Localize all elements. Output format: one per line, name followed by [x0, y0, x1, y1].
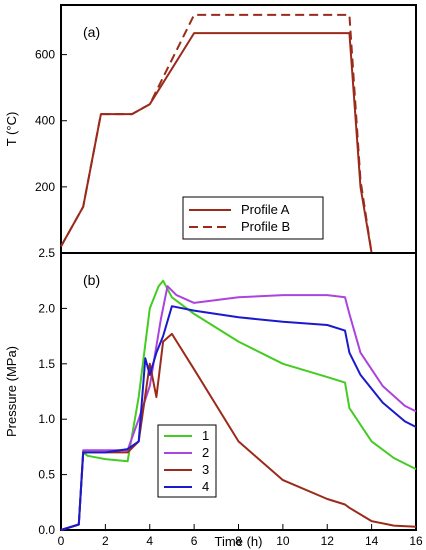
panel-b-x-tick-label: 14 — [365, 534, 379, 548]
panel-a-label: (a) — [83, 24, 100, 40]
panel-b-label: (b) — [83, 272, 100, 288]
panel-b-x-tick-label: 4 — [146, 534, 153, 548]
panel-b-x-tick-label: 6 — [191, 534, 198, 548]
panel-b-y-tick-label: 0.0 — [38, 523, 55, 537]
panel-b: (b) Pressure (MPa) Time (h) 0.0 0.5 1.0 1.5… — [4, 246, 423, 549]
panel-b-x-tick-label: 0 — [58, 534, 65, 548]
panel-a-y-tick-label: 200 — [35, 180, 55, 194]
panel-b-x-tick-label: 8 — [235, 534, 242, 548]
panel-b-legend: 1 2 3 4 — [157, 424, 217, 498]
panel-b-frame — [60, 252, 417, 531]
panel-b-legend-label: 1 — [202, 428, 209, 443]
panel-b-legend-label: 3 — [202, 462, 209, 477]
panel-a-y-tick-label: 400 — [35, 114, 55, 128]
panel-a-legend: Profile A Profile B — [182, 196, 324, 240]
panel-b-x-tick-label: 2 — [102, 534, 109, 548]
panel-b-series-line-4 — [60, 305, 417, 531]
panel-b-series-line-3 — [60, 332, 417, 531]
panel-b-legend-label: 4 — [202, 479, 209, 494]
panel-a-y-tick-label: 600 — [35, 48, 55, 62]
panel-b-y-tick-label: 2.0 — [38, 301, 55, 315]
panel-a-legend-label: Profile A — [241, 202, 290, 217]
panel-a-series — [60, 13, 373, 254]
panel-b-y-tick-label: 1.5 — [38, 357, 55, 371]
panel-b-series-line-2 — [60, 285, 417, 531]
panel-a-legend-box — [182, 196, 324, 240]
panel-b-x-tick-label: 12 — [321, 534, 335, 548]
panel-a-series-line-2 — [60, 13, 373, 254]
panel-b-series — [60, 279, 417, 531]
panel-b-y-tick-label: 0.5 — [38, 468, 55, 482]
panel-b-legend-label: 2 — [202, 445, 209, 460]
panel-b-x-tick-label: 10 — [276, 534, 290, 548]
panel-b-x-axis-label: Time (h) — [215, 534, 263, 549]
panel-a: (a) T (°C) 200 400 600 Profile A Profile B — [4, 4, 417, 254]
panel-b-y-tick-label: 1.0 — [38, 412, 55, 426]
panel-a-y-axis-label: T (°C) — [4, 112, 19, 147]
panel-b-ticks: 0.00.51.01.52.02.50 2 4 6 8 10 12 14 16 — [38, 246, 423, 548]
panel-a-legend-label: Profile B — [241, 219, 290, 234]
panel-a-ticks: 200 400 600 — [35, 48, 67, 194]
panel-b-y-tick-label: 2.5 — [38, 246, 55, 260]
panel-b-x-tick-label: 16 — [409, 534, 423, 548]
panel-b-y-axis-label: Pressure (MPa) — [4, 346, 19, 437]
